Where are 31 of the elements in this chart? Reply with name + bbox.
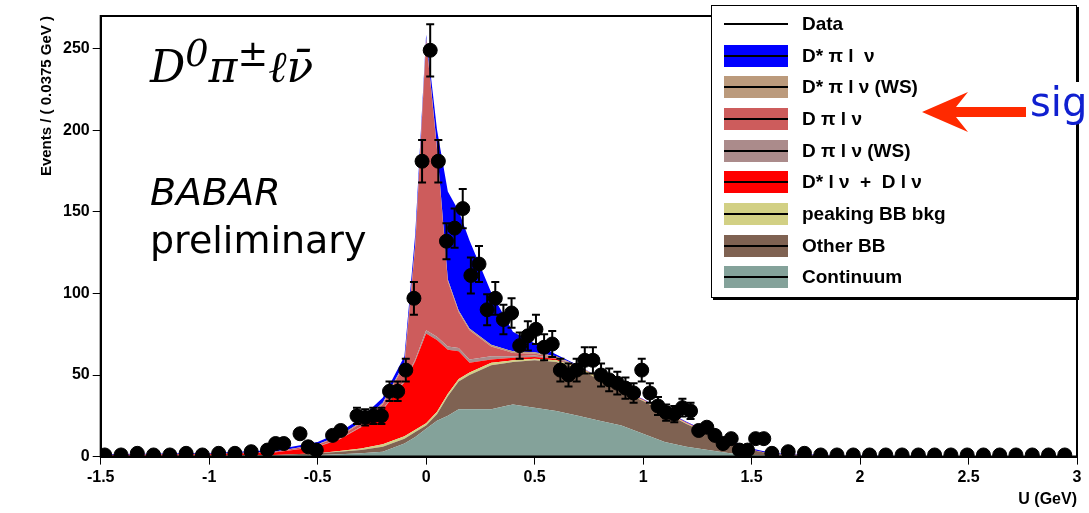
legend-label: D* l ν + D l ν (802, 171, 922, 194)
x-tick-label: 2 (855, 467, 865, 485)
legend-label: D π l ν (WS) (802, 139, 911, 162)
legend-label: Continuum (802, 266, 903, 289)
x-tick-label: 3 (1072, 467, 1082, 485)
annotation: BABAR (150, 170, 281, 214)
annotation: sig (1030, 79, 1088, 125)
legend-label: D π l ν (802, 107, 862, 130)
x-tick-label: 1.5 (740, 467, 763, 485)
x-tick-label: 0.5 (523, 467, 546, 485)
y-tick-label: 50 (71, 365, 90, 383)
legend-label: Other BB (802, 234, 886, 257)
legend-label: Data (802, 12, 844, 35)
y-tick-label: 150 (62, 202, 90, 220)
x-tick-label: 0 (421, 467, 431, 485)
annotation: preliminary (150, 218, 367, 262)
legend-label: D* π l ν (WS) (802, 76, 918, 99)
y-tick-label: 200 (62, 120, 90, 138)
y-axis-title: Events / ( 0.0375 GeV ) (37, 16, 55, 177)
legend-label: peaking BB bkg (802, 202, 946, 225)
y-tick-label: 250 (62, 39, 90, 57)
y-tick-label: 100 (62, 283, 90, 301)
legend-label: D* π l ν (802, 44, 875, 67)
x-tick-label: -1 (202, 467, 217, 485)
x-tick-label: -0.5 (303, 467, 332, 485)
annotation: D$^{0}$π$^{±}$ℓν̄ (150, 32, 314, 93)
x-tick-label: -1.5 (86, 467, 115, 485)
x-axis-title: U (GeV) (1018, 489, 1077, 507)
x-tick-label: 2.5 (957, 467, 980, 485)
y-tick-label: 0 (80, 447, 90, 465)
x-tick-label: 1 (638, 467, 648, 485)
